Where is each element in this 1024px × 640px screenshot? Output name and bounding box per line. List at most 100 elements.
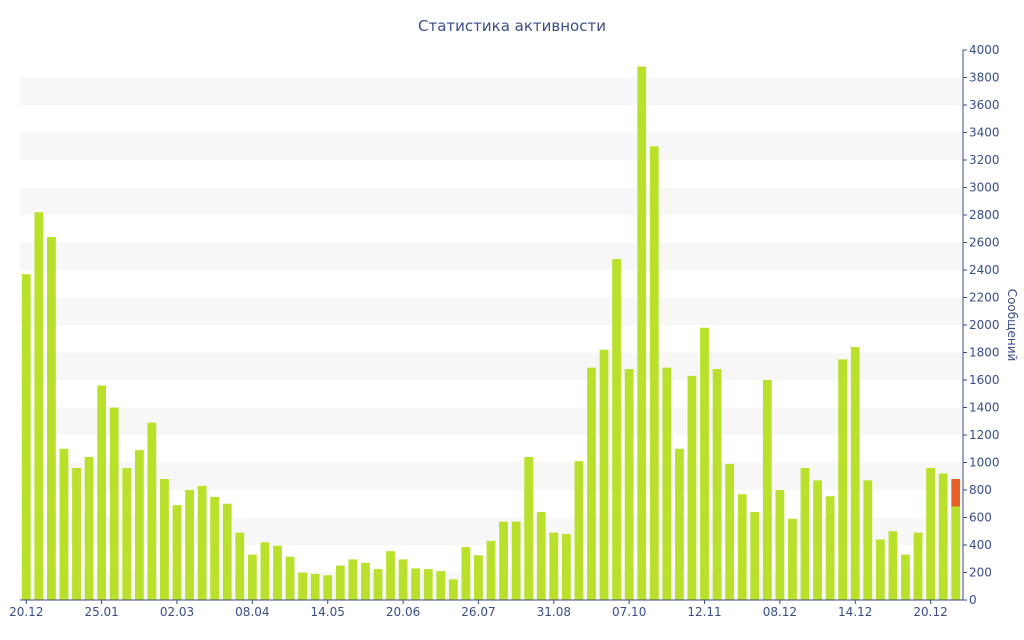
bar (247, 554, 257, 600)
bar (260, 542, 270, 600)
x-tick-label: 12.11 (687, 605, 721, 619)
bar (875, 539, 885, 600)
y-tick-label: 2200 (969, 291, 1000, 305)
bar (800, 468, 810, 600)
bar (536, 512, 546, 600)
bar (222, 503, 232, 600)
bar (712, 369, 722, 600)
bar (524, 457, 534, 600)
bar (373, 569, 383, 600)
bar (185, 490, 194, 600)
grid-band (20, 297, 962, 325)
bar (109, 407, 119, 600)
bar (863, 480, 873, 600)
bar (675, 448, 684, 600)
y-tick-label: 2800 (969, 208, 1000, 222)
bar (411, 568, 421, 600)
y-tick-label: 600 (969, 511, 992, 525)
bar (612, 259, 621, 600)
bar-highlight (951, 479, 961, 507)
bar (775, 490, 785, 600)
x-tick-label: 02.03 (160, 605, 194, 619)
y-tick-label: 1800 (969, 346, 1000, 360)
x-tick-label: 26.07 (461, 605, 495, 619)
bar (587, 367, 596, 600)
bar (386, 551, 395, 600)
bar (561, 534, 571, 600)
bar (850, 347, 860, 600)
bar (285, 556, 295, 600)
grid-band (20, 407, 962, 435)
y-tick-label: 3000 (969, 181, 1000, 195)
bar (273, 545, 282, 600)
bar (687, 375, 697, 600)
bars-group (21, 66, 961, 600)
bar (21, 274, 31, 600)
y-tick-label: 2600 (969, 236, 1000, 250)
bar (788, 518, 797, 600)
bar (398, 559, 408, 600)
bar (474, 555, 483, 600)
bar (825, 496, 835, 600)
y-tick-label: 4000 (969, 43, 1000, 57)
y-tick-label: 3800 (969, 71, 1000, 85)
x-tick-label: 14.05 (311, 605, 345, 619)
bar (762, 380, 772, 600)
x-tick-label: 08.04 (235, 605, 269, 619)
x-tick-label: 20.12 (9, 605, 43, 619)
x-tick-label: 08.12 (763, 605, 797, 619)
bar (72, 468, 81, 600)
x-tick-labels: 20.12 25.01 02.03 08.04 14.05 20.06 26.07 31.08… (9, 600, 948, 619)
bar (298, 572, 307, 600)
bar (926, 468, 935, 600)
bar (84, 457, 94, 600)
y-axis-title: Сообщений (1005, 289, 1019, 362)
bar (59, 448, 69, 600)
x-tick-label: 20.06 (386, 605, 420, 619)
bar (310, 573, 320, 600)
bar (97, 385, 107, 600)
bar (888, 531, 898, 600)
grid-band (20, 352, 962, 380)
bar (134, 450, 144, 600)
bar (737, 494, 747, 600)
y-tick-label: 1400 (969, 401, 1000, 415)
grid-band (20, 187, 962, 215)
bar (436, 571, 446, 600)
bar (838, 359, 848, 600)
bar (235, 532, 245, 600)
bar (122, 468, 132, 600)
bar (637, 66, 647, 600)
bar (348, 559, 358, 600)
y-tick-label: 2000 (969, 318, 1000, 332)
x-tick-label: 31.08 (537, 605, 571, 619)
y-tick-label: 0 (969, 593, 977, 607)
y-tick-label: 3200 (969, 153, 1000, 167)
x-tick-label: 07.10 (612, 605, 646, 619)
bar (335, 565, 345, 600)
y-tick-label: 200 (969, 566, 992, 580)
bar (147, 422, 157, 600)
x-tick-label: 14.12 (838, 605, 872, 619)
bar (323, 575, 333, 600)
bar (423, 569, 433, 600)
y-tick-label: 1600 (969, 373, 1000, 387)
grid-band (20, 77, 962, 105)
bar (813, 480, 822, 600)
bar (210, 496, 220, 600)
bar (47, 237, 56, 600)
y-tick-label: 800 (969, 483, 992, 497)
bar (499, 521, 508, 600)
grid-band (20, 132, 962, 160)
bar (461, 547, 471, 600)
y-tick-label: 1000 (969, 456, 1000, 470)
bar (725, 463, 735, 600)
y-tick-label: 3600 (969, 98, 1000, 112)
y-tick-label: 2400 (969, 263, 1000, 277)
bar (624, 369, 634, 600)
bar (951, 506, 961, 600)
bar (913, 532, 923, 600)
bar (511, 521, 521, 600)
